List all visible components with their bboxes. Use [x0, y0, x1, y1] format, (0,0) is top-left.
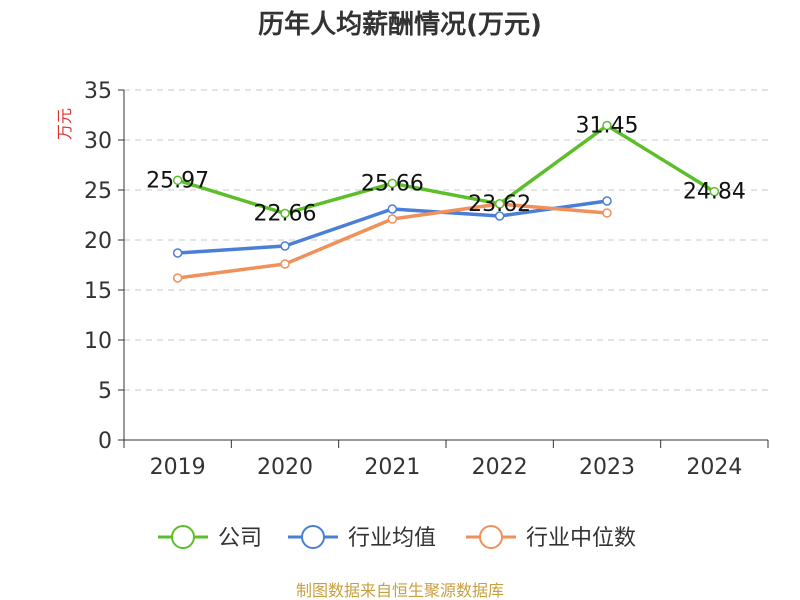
- y-axis-label: 万元: [55, 108, 74, 140]
- series-1: [172, 196, 612, 258]
- data-point[interactable]: [709, 186, 720, 197]
- y-tick-label: 25: [84, 179, 112, 204]
- data-label: 31.45: [576, 114, 639, 139]
- x-tick-label: 2023: [579, 455, 635, 480]
- y-tick-label: 15: [84, 279, 112, 304]
- legend-marker: [301, 525, 325, 549]
- legend-marker: [479, 525, 503, 549]
- data-point[interactable]: [172, 248, 183, 258]
- legend-item[interactable]: 公司: [158, 525, 262, 551]
- data-label: 25.66: [361, 171, 424, 196]
- series-group: [172, 120, 720, 283]
- data-point[interactable]: [602, 208, 612, 218]
- x-tick-label: 2019: [150, 455, 206, 480]
- x-tick-label: 2022: [472, 455, 528, 480]
- y-tick-label: 5: [98, 379, 112, 404]
- y-tick-label: 35: [84, 79, 112, 104]
- data-point[interactable]: [494, 211, 505, 221]
- legend-label: 公司: [218, 526, 262, 551]
- y-tick-label: 30: [84, 129, 112, 154]
- y-tick-label: 20: [84, 229, 112, 254]
- data-point[interactable]: [387, 204, 398, 214]
- data-label: 22.66: [254, 201, 317, 226]
- legend[interactable]: 公司 行业均值 行业中位数: [158, 525, 636, 551]
- x-tick-label: 2021: [364, 455, 420, 480]
- x-tick-label: 2020: [257, 455, 313, 480]
- data-point[interactable]: [280, 208, 290, 219]
- data-point[interactable]: [387, 214, 398, 224]
- data-point[interactable]: [280, 259, 290, 269]
- data-point[interactable]: [494, 199, 505, 209]
- y-tick-label: 10: [84, 329, 112, 354]
- data-label: 24.84: [683, 180, 746, 205]
- axes: 0 5 10 15 20 25 30 35 2019 2020 2021 2022 2023 2024: [84, 79, 769, 480]
- chart-title: 历年人均薪酬情况(万元): [258, 9, 542, 40]
- data-labels: 25.97 22.66 25.66 23.62 31.45 24.84: [146, 114, 746, 227]
- data-label: 25.97: [146, 168, 209, 193]
- legend-label: 行业中位数: [526, 526, 636, 551]
- source-note: 制图数据来自恒生聚源数据库: [296, 581, 504, 600]
- data-point[interactable]: [172, 273, 183, 283]
- data-point[interactable]: [280, 241, 290, 251]
- grid-lines: [124, 89, 768, 391]
- x-tick-label: 2024: [686, 455, 742, 480]
- series-line: [177, 123, 716, 216]
- data-point[interactable]: [387, 178, 398, 189]
- series-0: [172, 120, 720, 219]
- data-point[interactable]: [602, 120, 612, 131]
- data-point[interactable]: [172, 175, 183, 186]
- legend-label: 行业均值: [348, 526, 436, 551]
- legend-marker: [171, 525, 195, 549]
- legend-item[interactable]: 行业中位数: [466, 525, 636, 551]
- data-point[interactable]: [602, 196, 612, 206]
- y-tick-label: 0: [98, 429, 112, 454]
- legend-item[interactable]: 行业均值: [288, 525, 436, 551]
- data-label: 23.62: [468, 192, 531, 217]
